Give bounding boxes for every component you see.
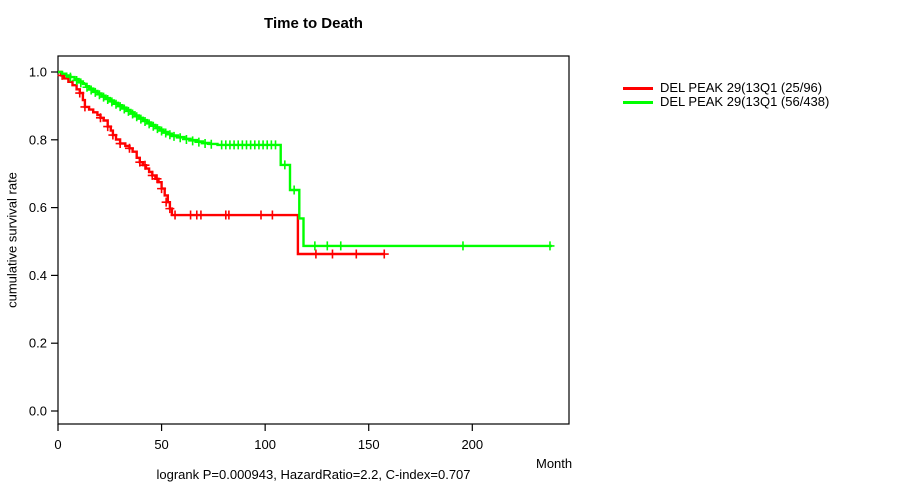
- legend: DEL PEAK 29(13Q1 (25/96) DEL PEAK 29(13Q…: [623, 81, 829, 109]
- censor-mark: [336, 241, 346, 251]
- censor-mark: [280, 160, 290, 170]
- censor-mark: [170, 210, 180, 220]
- stats-footnote: logrank P=0.000943, HazardRatio=2.2, C-i…: [156, 467, 471, 482]
- censor-mark: [169, 131, 179, 141]
- censor-mark: [157, 184, 167, 194]
- censor-mark: [351, 249, 361, 259]
- censor-mark: [80, 102, 90, 112]
- x-tick-label: 100: [254, 437, 276, 452]
- censor-mark: [147, 170, 157, 180]
- y-tick-label: 0.6: [29, 200, 47, 215]
- censor-mark: [95, 113, 105, 123]
- censor-mark: [161, 197, 171, 207]
- survival-curve-green: [58, 70, 553, 248]
- plot-box: [57, 55, 570, 425]
- censor-mark: [152, 174, 162, 184]
- censor-mark: [327, 249, 337, 259]
- censor-mark: [289, 185, 299, 195]
- y-tick-label: 0.2: [29, 336, 47, 351]
- censor-mark: [545, 241, 555, 251]
- x-tick-label: 0: [54, 437, 61, 452]
- legend-label-group1: DEL PEAK 29(13Q1 (25/96): [660, 80, 823, 95]
- y-tick-label: 0.0: [29, 404, 47, 419]
- x-axis-title: Month: [536, 456, 573, 471]
- censor-mark: [115, 139, 125, 149]
- censor-mark: [181, 134, 191, 144]
- censor-mark: [157, 126, 167, 136]
- legend-item-group2: DEL PEAK 29(13Q1 (56/438): [623, 95, 829, 109]
- censor-mark: [267, 210, 277, 220]
- censor-mark: [379, 249, 389, 259]
- chart-title: Time to Death: [264, 15, 363, 32]
- censor-mark: [103, 122, 113, 132]
- censor-mark: [140, 160, 150, 170]
- censor-mark: [224, 210, 234, 220]
- legend-label-group2: DEL PEAK 29(13Q1 (56/438): [660, 94, 830, 109]
- censor-mark: [194, 137, 204, 147]
- censor-mark: [206, 139, 216, 149]
- censor-mark: [196, 210, 206, 220]
- censor-mark: [124, 143, 134, 153]
- censor-mark: [65, 72, 75, 82]
- x-tick-label: 50: [154, 437, 168, 452]
- censor-mark: [310, 241, 320, 251]
- censor-mark: [161, 128, 171, 138]
- x-tick-label: 150: [358, 437, 380, 452]
- x-tick-label: 200: [461, 437, 483, 452]
- legend-item-group1: DEL PEAK 29(13Q1 (25/96): [623, 81, 829, 95]
- censor-mark: [311, 249, 321, 259]
- censor-mark: [165, 130, 175, 140]
- red-legend-line-swatch: [623, 86, 653, 90]
- y-tick-label: 0.4: [29, 268, 47, 283]
- censor-mark: [75, 88, 85, 98]
- y-tick-label: 1.0: [29, 65, 47, 80]
- censor-mark: [188, 136, 198, 146]
- censor-mark: [76, 78, 86, 88]
- censor-mark: [165, 204, 175, 214]
- green-legend-line-swatch: [623, 100, 653, 104]
- censor-mark: [175, 133, 185, 143]
- censor-mark: [135, 157, 145, 167]
- censor-mark: [108, 130, 118, 140]
- censor-mark: [322, 241, 332, 251]
- y-tick-label: 0.8: [29, 132, 47, 147]
- censor-mark: [256, 210, 266, 220]
- censor-mark: [271, 140, 281, 150]
- censor-mark: [458, 241, 468, 251]
